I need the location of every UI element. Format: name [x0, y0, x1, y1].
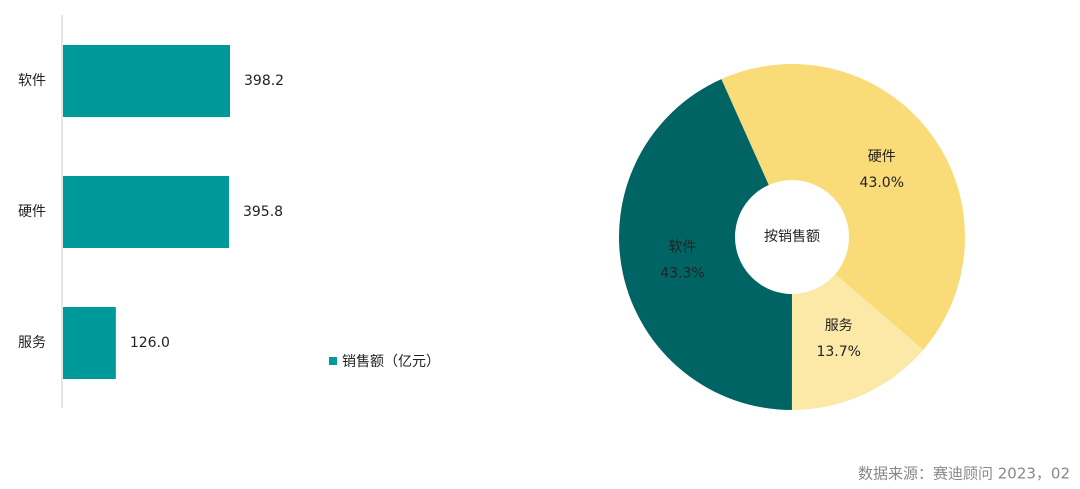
slice-value: 43.0%	[860, 175, 904, 191]
slice-name: 软件	[668, 239, 696, 255]
bar	[63, 45, 230, 117]
y-tick-label: 服务	[18, 335, 46, 351]
bar	[63, 176, 229, 248]
slice-name: 服务	[825, 318, 853, 334]
source: 数据来源：赛迪顾问 2023，02	[858, 465, 1070, 483]
donut-slice	[618, 79, 792, 411]
donut-slice	[791, 274, 924, 411]
legend-label: 销售额（亿元）	[342, 354, 440, 370]
slice-name: 硬件	[868, 149, 896, 165]
data-label: 398.2	[244, 73, 284, 89]
y-tick-label: 硬件	[18, 204, 46, 220]
center-label: 按销售额	[764, 229, 820, 245]
slice-value: 43.3%	[660, 265, 704, 281]
donut-slice	[721, 64, 965, 350]
y-tick-label: 软件	[18, 73, 46, 89]
bar	[63, 307, 116, 379]
slice-value: 13.7%	[816, 344, 860, 360]
data-label: 395.8	[243, 204, 283, 220]
data-label: 126.0	[130, 335, 170, 351]
legend-swatch	[329, 357, 337, 365]
